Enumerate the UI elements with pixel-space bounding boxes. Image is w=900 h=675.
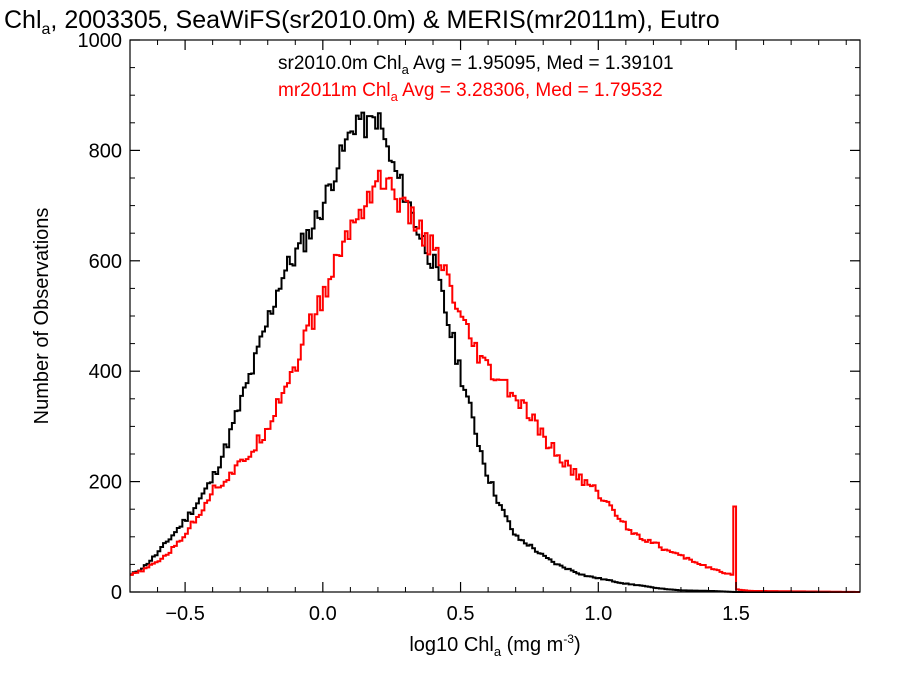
series-0-histogram	[130, 111, 860, 593]
y-tick-label: 200	[89, 472, 122, 494]
x-tick-label: 1.5	[722, 603, 750, 625]
legend-entry-black: sr2010.0m Chla Avg = 1.95095, Med = 1.39…	[278, 53, 674, 77]
chart-title: Chla, 2003305, SeaWiFS(sr2010.0m) & MERI…	[4, 6, 720, 38]
y-axis-label: Number of Observations	[31, 208, 53, 425]
series-1-histogram	[130, 169, 860, 593]
x-tick-label: 0.0	[309, 603, 337, 625]
ticks-layer	[129, 39, 860, 593]
y-tick-label: 400	[89, 361, 122, 383]
plot-frame	[129, 39, 861, 593]
x-tick-labels: −0.5 0.0 0.5 1.0 1.5	[165, 603, 750, 625]
y-tick-label: 600	[89, 251, 122, 273]
y-tick-labels: 0 200 400 600 800 1000	[78, 30, 123, 604]
x-axis-label: log10 Chla (mg m-3)	[409, 632, 580, 659]
x-tick-label: −0.5	[165, 603, 204, 625]
y-tick-label: 0	[111, 582, 122, 604]
y-tick-label: 800	[89, 140, 122, 162]
x-tick-label: 1.0	[584, 603, 612, 625]
series-layer	[130, 111, 860, 593]
legend-entry-red: mr2011m Chla Avg = 3.28306, Med = 1.7953…	[278, 80, 663, 104]
y-tick-label: 1000	[78, 30, 123, 52]
x-tick-label: 0.5	[447, 603, 475, 625]
